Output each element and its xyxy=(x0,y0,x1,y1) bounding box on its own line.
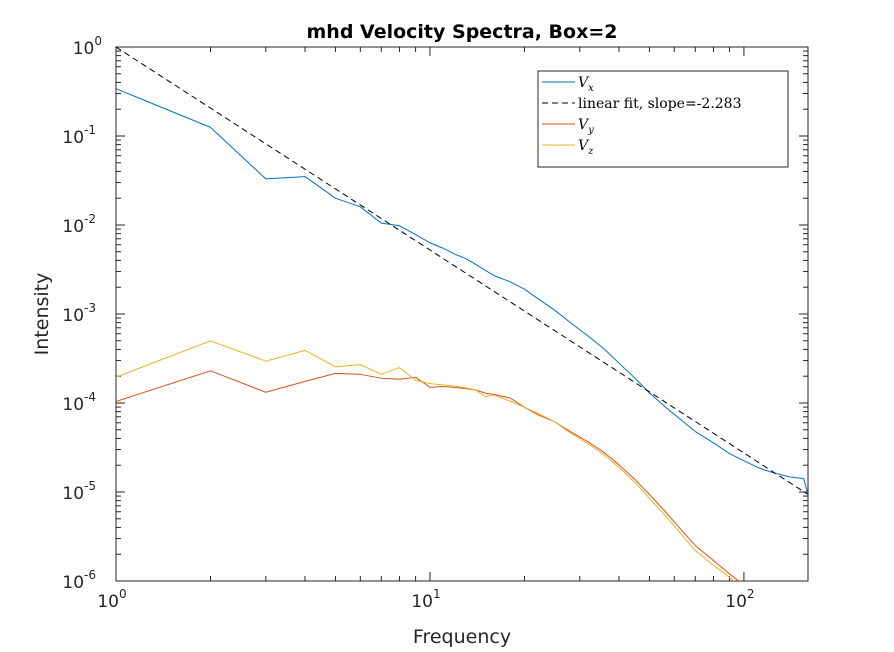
x-tick-label: 100 xyxy=(97,587,126,612)
series-layer xyxy=(116,47,808,581)
x-tick-label: 101 xyxy=(411,587,440,612)
x-axis-label: Frequency xyxy=(413,626,511,648)
y-tick-label: 10-4 xyxy=(62,390,96,415)
y-tick-label: 10-5 xyxy=(62,479,96,504)
x-tick-label: 102 xyxy=(725,587,754,612)
series-line-vz xyxy=(116,340,735,581)
y-tick-label: 10-6 xyxy=(62,568,96,593)
y-axis-label: Intensity xyxy=(31,273,53,356)
series-line-vx xyxy=(116,88,808,495)
legend-box xyxy=(537,70,789,168)
y-tick-label: 10-2 xyxy=(62,212,96,237)
axis-ticks xyxy=(115,46,808,582)
y-tick-label: 10-3 xyxy=(62,301,96,326)
chart-title: mhd Velocity Spectra, Box=2 xyxy=(307,21,618,43)
series-line-vy xyxy=(116,370,740,581)
tick-labels: 100 101 102 100 10-1 10-2 10-3 10-4 10-5 10-6 xyxy=(62,34,754,612)
y-tick-label: 10-1 xyxy=(62,123,96,148)
series-line-linear-fit xyxy=(116,47,808,495)
y-tick-label: 100 xyxy=(73,34,102,59)
legend-entry-label: linear fit, slope=-2.283 xyxy=(578,96,742,112)
